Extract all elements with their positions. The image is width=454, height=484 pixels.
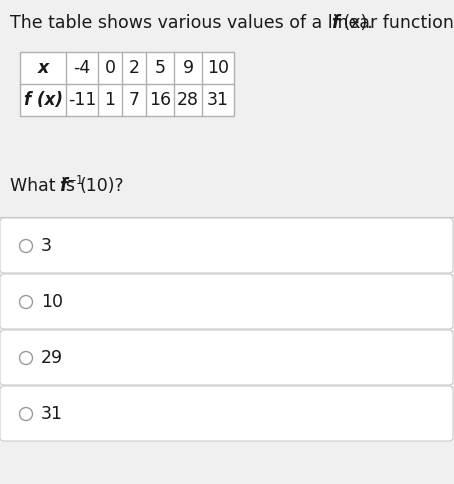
Text: x: x (37, 59, 49, 77)
Text: What is: What is (10, 177, 80, 195)
Text: (x).: (x). (338, 14, 373, 32)
Text: f: f (59, 177, 67, 195)
Text: 29: 29 (41, 349, 63, 367)
Text: 0: 0 (104, 59, 115, 77)
Text: -4: -4 (74, 59, 91, 77)
Text: 7: 7 (128, 91, 139, 109)
Text: 1: 1 (104, 91, 115, 109)
Text: 2: 2 (128, 59, 139, 77)
Text: 16: 16 (149, 91, 171, 109)
Bar (20, 52, 234, 116)
Text: f (x): f (x) (24, 91, 63, 109)
Bar (20, 52, 234, 116)
Text: 28: 28 (177, 91, 199, 109)
Text: 10: 10 (207, 59, 229, 77)
FancyBboxPatch shape (0, 386, 453, 441)
Text: 10: 10 (41, 293, 63, 311)
Text: 31: 31 (207, 91, 229, 109)
Text: 9: 9 (183, 59, 193, 77)
Circle shape (20, 351, 33, 364)
Text: (10)?: (10)? (80, 177, 124, 195)
Text: The table shows various values of a linear function: The table shows various values of a line… (10, 14, 454, 32)
Circle shape (20, 408, 33, 421)
Circle shape (20, 296, 33, 308)
FancyBboxPatch shape (0, 330, 453, 385)
Text: f: f (331, 14, 339, 32)
FancyBboxPatch shape (0, 218, 453, 273)
Circle shape (20, 240, 33, 253)
Text: 5: 5 (154, 59, 166, 77)
Text: 3: 3 (41, 237, 52, 255)
FancyBboxPatch shape (0, 274, 453, 329)
Text: -11: -11 (68, 91, 96, 109)
Text: 31: 31 (41, 405, 63, 423)
Text: −1: −1 (67, 175, 84, 187)
